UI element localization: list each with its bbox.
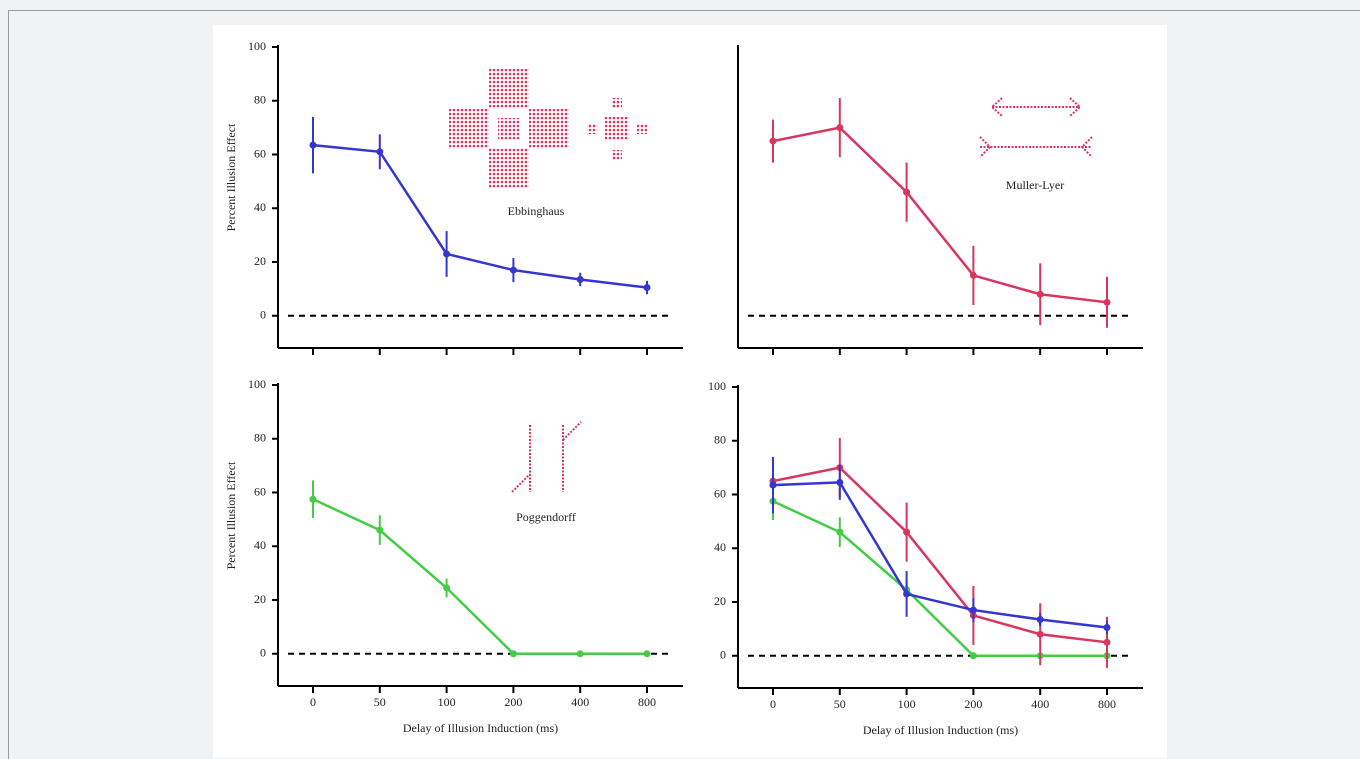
data-point bbox=[969, 652, 977, 660]
x-tick-label: 200 bbox=[504, 695, 522, 709]
data-point bbox=[836, 528, 844, 536]
annotation: Poggendorff bbox=[516, 510, 576, 524]
data-point bbox=[443, 584, 451, 592]
data-point bbox=[769, 137, 777, 145]
x-tick-label: 400 bbox=[571, 695, 589, 709]
data-point bbox=[1036, 290, 1044, 298]
x-tick-label: 0 bbox=[310, 695, 316, 709]
data-point bbox=[376, 526, 384, 534]
data-point bbox=[643, 284, 651, 292]
y-tick-label: 40 bbox=[254, 200, 266, 214]
y-tick-label: 0 bbox=[260, 646, 266, 660]
x-tick-label: 100 bbox=[898, 697, 916, 711]
y-tick-label: 20 bbox=[254, 592, 266, 606]
x-axis-label: Delay of Illusion Induction (ms) bbox=[863, 723, 1018, 737]
series-line bbox=[312, 498, 647, 655]
data-point bbox=[903, 590, 911, 598]
x-tick-label: 200 bbox=[964, 697, 982, 711]
data-point bbox=[1103, 638, 1111, 646]
y-axis-label: Percent Illusion Effect bbox=[224, 461, 238, 569]
y-tick-label: 40 bbox=[254, 538, 266, 552]
y-tick-label: 0 bbox=[260, 308, 266, 322]
y-tick-label: 100 bbox=[708, 379, 726, 393]
muller-lyer-figure bbox=[979, 97, 1093, 158]
data-point bbox=[576, 275, 584, 283]
y-tick-label: 60 bbox=[254, 146, 266, 160]
annotation: Muller-Lyer bbox=[1006, 178, 1064, 192]
data-point bbox=[903, 528, 911, 536]
series-line bbox=[772, 481, 1108, 629]
series-line bbox=[772, 126, 1108, 304]
poggendorff-figure bbox=[511, 421, 582, 493]
x-tick-label: 50 bbox=[374, 695, 386, 709]
data-point bbox=[969, 606, 977, 614]
data-point bbox=[643, 650, 651, 658]
data-point bbox=[376, 148, 384, 156]
y-tick-label: 40 bbox=[714, 540, 726, 554]
series-line bbox=[772, 500, 1107, 657]
data-point bbox=[969, 271, 977, 279]
x-tick-label: 800 bbox=[638, 695, 656, 709]
x-tick-label: 0 bbox=[770, 697, 776, 711]
x-tick-label: 50 bbox=[834, 697, 846, 711]
y-tick-label: 80 bbox=[714, 433, 726, 447]
data-point bbox=[509, 650, 517, 658]
data-point bbox=[509, 266, 517, 274]
x-tick-label: 100 bbox=[438, 695, 456, 709]
x-tick-label: 400 bbox=[1031, 697, 1049, 711]
x-axis-label: Delay of Illusion Induction (ms) bbox=[403, 721, 558, 735]
y-tick-label: 80 bbox=[254, 93, 266, 107]
data-point bbox=[1103, 298, 1111, 306]
x-tick-label: 800 bbox=[1098, 697, 1116, 711]
y-tick-label: 60 bbox=[714, 486, 726, 500]
y-tick-label: 100 bbox=[248, 377, 266, 391]
data-point bbox=[1103, 624, 1111, 632]
data-point bbox=[443, 250, 451, 258]
y-tick-label: 0 bbox=[720, 648, 726, 662]
series-line bbox=[312, 143, 648, 289]
data-point bbox=[836, 124, 844, 132]
data-point bbox=[309, 495, 317, 503]
y-tick-label: 100 bbox=[248, 39, 266, 53]
figure-panel bbox=[213, 25, 1167, 758]
data-point bbox=[309, 141, 317, 149]
y-tick-label: 80 bbox=[254, 431, 266, 445]
y-tick-label: 20 bbox=[254, 254, 266, 268]
data-point bbox=[1036, 630, 1044, 638]
series-line bbox=[772, 466, 1108, 644]
data-point bbox=[576, 650, 584, 658]
data-point bbox=[769, 481, 777, 489]
ebbinghaus-figure bbox=[449, 69, 647, 188]
data-point bbox=[836, 478, 844, 486]
y-tick-label: 60 bbox=[254, 484, 266, 498]
y-axis-label: Percent Illusion Effect bbox=[224, 123, 238, 231]
annotation: Ebbinghaus bbox=[508, 204, 565, 218]
data-point bbox=[903, 188, 911, 196]
y-tick-label: 20 bbox=[714, 594, 726, 608]
data-point bbox=[1036, 615, 1044, 623]
